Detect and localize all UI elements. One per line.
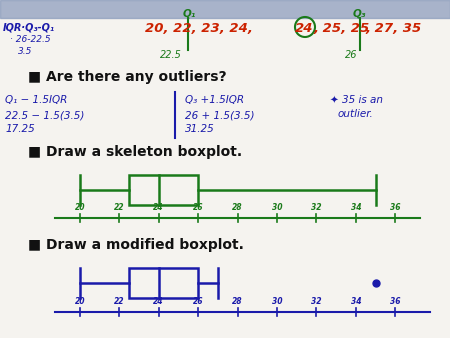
Text: 3.5: 3.5 <box>18 47 32 56</box>
Text: 22.5 − 1.5(3.5): 22.5 − 1.5(3.5) <box>5 110 85 120</box>
Text: 26: 26 <box>193 297 203 306</box>
Text: Q₁ − 1.5IQR: Q₁ − 1.5IQR <box>5 95 67 105</box>
Text: 22: 22 <box>114 203 124 212</box>
Text: 28: 28 <box>232 203 243 212</box>
Text: 20: 20 <box>74 297 85 306</box>
Text: 24: 24 <box>153 203 164 212</box>
Text: 28: 28 <box>232 297 243 306</box>
Text: 26 + 1.5(3.5): 26 + 1.5(3.5) <box>185 110 255 120</box>
Text: Q₃ +1.5IQR: Q₃ +1.5IQR <box>185 95 244 105</box>
Text: , 27, 35: , 27, 35 <box>365 22 421 35</box>
Text: 22.5: 22.5 <box>160 50 182 60</box>
Text: 32: 32 <box>311 297 322 306</box>
Text: 30: 30 <box>272 297 282 306</box>
Text: 24: 24 <box>295 22 314 35</box>
Text: IQR·Q₃-Q₁: IQR·Q₃-Q₁ <box>3 22 55 32</box>
Bar <box>129 175 198 205</box>
Text: 26: 26 <box>193 203 203 212</box>
Text: 30: 30 <box>272 203 282 212</box>
Text: 34: 34 <box>351 203 361 212</box>
Text: 32: 32 <box>311 203 322 212</box>
Text: · 26-22.5: · 26-22.5 <box>10 35 50 44</box>
Bar <box>129 268 198 298</box>
Text: 20, 22, 23, 24,: 20, 22, 23, 24, <box>145 22 257 35</box>
Text: ■ Are there any outliers?: ■ Are there any outliers? <box>28 70 227 84</box>
Text: ■ Draw a skeleton boxplot.: ■ Draw a skeleton boxplot. <box>28 145 242 159</box>
Text: Q₁: Q₁ <box>183 8 196 18</box>
Text: , 25, 25: , 25, 25 <box>313 22 369 35</box>
Text: ■ Draw a modified boxplot.: ■ Draw a modified boxplot. <box>28 238 244 252</box>
Text: Q₃: Q₃ <box>353 8 366 18</box>
Text: 24: 24 <box>153 297 164 306</box>
Bar <box>0 0 450 18</box>
Text: outlier.: outlier. <box>338 109 374 119</box>
Text: 36: 36 <box>390 297 400 306</box>
Text: 31.25: 31.25 <box>185 124 215 134</box>
Text: 26: 26 <box>345 50 357 60</box>
Text: ✦ 35 is an: ✦ 35 is an <box>330 95 383 105</box>
Text: 34: 34 <box>351 297 361 306</box>
Text: 20: 20 <box>74 203 85 212</box>
Text: 36: 36 <box>390 203 400 212</box>
Text: 22: 22 <box>114 297 124 306</box>
Text: 17.25: 17.25 <box>5 124 35 134</box>
